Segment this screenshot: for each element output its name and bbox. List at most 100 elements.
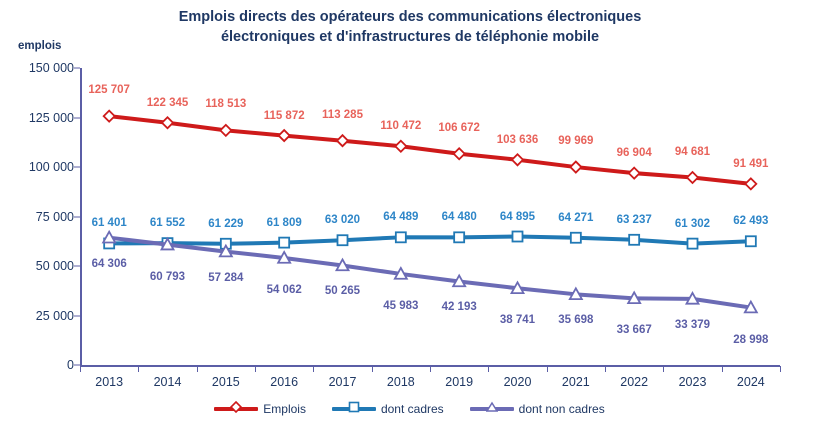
- triangle-marker-icon: [469, 401, 514, 416]
- x-axis-tick-mark: [605, 366, 606, 372]
- square-marker-icon: [686, 237, 699, 250]
- x-axis-tick-label: 2015: [211, 375, 240, 389]
- square-marker-icon: [744, 235, 757, 248]
- x-axis-tick-mark: [255, 366, 256, 372]
- diamond-marker-icon: [569, 160, 583, 174]
- square-marker-icon: [569, 231, 582, 244]
- data-label: 113 285: [322, 108, 363, 121]
- triangle-marker-icon: [101, 229, 117, 244]
- data-label: 60 793: [149, 270, 186, 283]
- x-axis-tick-mark: [196, 366, 198, 372]
- data-label: 54 062: [266, 283, 302, 296]
- data-label: 118 513: [205, 98, 247, 111]
- square-marker-icon: [278, 236, 291, 249]
- x-axis-tick-mark: [138, 366, 140, 372]
- x-axis-tick-mark: [430, 366, 431, 372]
- y-axis-tick-label: 100 000: [28, 160, 74, 174]
- legend-label-emplois: Emplois: [263, 402, 306, 416]
- triangle-marker-icon: [743, 299, 759, 314]
- data-label: 64 306: [91, 257, 127, 270]
- data-label: 57 284: [208, 271, 244, 284]
- diamond-marker-icon: [219, 123, 233, 138]
- chart-title-line-2: électroniques et d'infrastructures de té…: [220, 28, 600, 45]
- series-3: [101, 229, 759, 314]
- data-label: 110 472: [380, 120, 422, 133]
- data-label: 61 302: [674, 217, 711, 230]
- x-axis-tick-label: 2022: [620, 375, 649, 389]
- data-label: 61 809: [266, 216, 302, 229]
- diamond-marker-icon: [394, 139, 408, 154]
- triangle-marker-icon: [218, 243, 234, 258]
- y-axis-tick-mark: [74, 67, 80, 69]
- series-line: [107, 235, 753, 310]
- data-label: 64 271: [558, 211, 594, 224]
- y-axis-ticks: 150 000 125 000 100 000 75 000 50 000 25 000 0: [0, 0, 80, 430]
- series-line: [107, 234, 753, 246]
- y-axis-tick-mark: [74, 265, 80, 267]
- data-label: 38 741: [499, 314, 536, 327]
- y-axis-title: emplois: [18, 40, 62, 52]
- triangle-marker-icon: [684, 291, 701, 305]
- triangle-marker-icon: [334, 257, 351, 272]
- diamond-marker-icon: [277, 128, 291, 143]
- triangle-marker-icon: [509, 280, 526, 294]
- x-axis-tick-label: 2020: [503, 375, 532, 389]
- diamond-marker-icon: [452, 147, 466, 161]
- y-axis-tick-mark: [74, 216, 80, 217]
- data-label: 61 229: [208, 217, 244, 230]
- chart-title-line-1: Emplois directs des opérateurs des commu…: [178, 9, 642, 25]
- data-label: 94 681: [674, 145, 711, 158]
- data-label: 99 969: [558, 135, 594, 148]
- x-axis-line: [80, 365, 780, 367]
- x-axis-tick-mark: [371, 366, 373, 372]
- x-axis-tick-mark: [313, 366, 315, 372]
- legend-item-dont-cadres[interactable]: dont cadres: [331, 401, 444, 416]
- triangle-marker-icon: [568, 286, 584, 301]
- legend-item-dont-non-cadres[interactable]: dont non cadres: [469, 401, 605, 416]
- x-axis-tick-mark: [546, 366, 548, 372]
- diamond-marker-icon: [102, 109, 116, 123]
- x-axis-tick-label: 2013: [95, 375, 124, 389]
- series-2: [103, 230, 757, 250]
- square-marker-icon: [453, 231, 466, 244]
- data-label: 35 698: [558, 314, 594, 327]
- data-label: 63 020: [324, 214, 361, 227]
- square-marker-icon: [336, 234, 349, 247]
- data-label: 28 998: [733, 333, 769, 346]
- y-axis-tick-label: 125 000: [28, 110, 74, 125]
- diamond-marker-icon: [335, 133, 350, 148]
- triangle-marker-icon: [626, 290, 642, 305]
- data-label: 64 895: [499, 210, 536, 223]
- x-axis-tick-mark: [488, 366, 490, 372]
- data-label: 64 480: [441, 211, 477, 224]
- data-label: 91 491: [733, 157, 769, 170]
- square-marker-icon: [394, 231, 407, 244]
- data-label: 33 379: [674, 318, 711, 331]
- y-axis-tick-label: 50 000: [35, 259, 74, 273]
- legend-label-dont-non-cadres: dont non cadres: [518, 402, 605, 416]
- data-label: 64 489: [383, 211, 419, 224]
- triangle-marker-icon: [393, 266, 409, 280]
- y-axis-tick-mark: [74, 166, 80, 168]
- data-label: 45 983: [383, 299, 419, 312]
- diamond-marker-icon: [744, 177, 758, 191]
- data-label: 42 193: [441, 301, 477, 314]
- y-axis-tick-label: 25 000: [35, 308, 74, 323]
- diamond-marker-icon: [160, 115, 175, 130]
- x-axis-tick-label: 2021: [561, 375, 590, 389]
- square-marker-icon: [628, 233, 641, 246]
- x-axis-tick-mark: [80, 366, 81, 372]
- x-axis-tick-label: 2024: [736, 375, 765, 389]
- triangle-marker-icon: [451, 273, 467, 288]
- x-axis-tick-label: 2017: [328, 375, 357, 389]
- y-axis-tick-label: 150 000: [28, 61, 74, 75]
- x-axis-tick-mark: [721, 366, 723, 372]
- data-label: 33 667: [616, 324, 652, 337]
- data-label: 115 872: [263, 109, 305, 122]
- diamond-marker-icon: [510, 153, 525, 167]
- data-label: 63 237: [616, 213, 652, 226]
- legend-item-emplois[interactable]: Emplois: [214, 400, 306, 416]
- x-axis-tick-mark: [780, 366, 781, 372]
